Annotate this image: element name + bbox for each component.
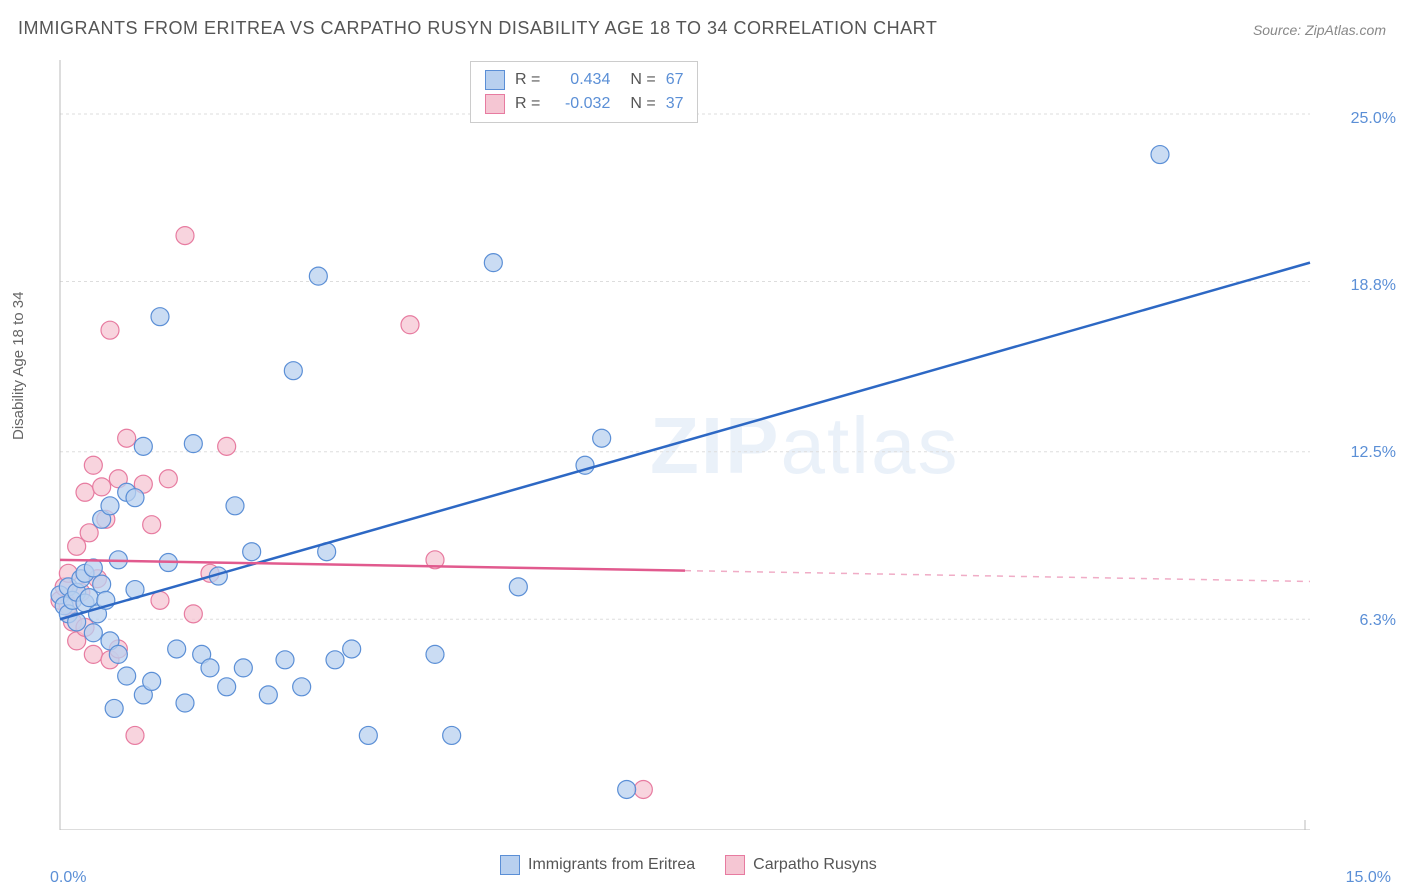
n-label: N = [630,95,655,113]
legend-label: Immigrants from Eritrea [528,856,695,874]
n-label: N = [630,71,655,89]
y-tick-label: 12.5% [1351,444,1396,462]
n-value: 37 [666,95,684,113]
r-value: 0.434 [550,71,610,89]
correlation-legend: R = 0.434 N = 67 R = -0.032 N = 37 [470,61,698,123]
source-attribution: Source: ZipAtlas.com [1253,22,1386,38]
y-axis-label: Disability Age 18 to 34 [10,292,27,440]
y-tick-label: 25.0% [1351,110,1396,128]
r-value: -0.032 [550,95,610,113]
legend-label: Carpatho Rusyns [753,856,877,874]
swatch-icon [485,94,505,114]
x-tick-label: 0.0% [50,869,86,887]
x-tick-label: 15.0% [1346,869,1391,887]
r-label: R = [515,71,540,89]
y-tick-label: 18.8% [1351,277,1396,295]
n-value: 67 [666,71,684,89]
legend-item: Carpatho Rusyns [725,855,877,875]
series-legend: Immigrants from Eritrea Carpatho Rusyns [500,855,877,875]
scatter-chart [50,60,1350,830]
chart-svg [50,60,1350,830]
r-label: R = [515,95,540,113]
chart-title: IMMIGRANTS FROM ERITREA VS CARPATHO RUSY… [18,18,937,39]
swatch-icon [485,70,505,90]
swatch-icon [500,855,520,875]
swatch-icon [725,855,745,875]
legend-row-series1: R = 0.434 N = 67 [485,68,683,92]
y-tick-label: 6.3% [1360,612,1396,630]
legend-row-series2: R = -0.032 N = 37 [485,92,683,116]
legend-item: Immigrants from Eritrea [500,855,695,875]
